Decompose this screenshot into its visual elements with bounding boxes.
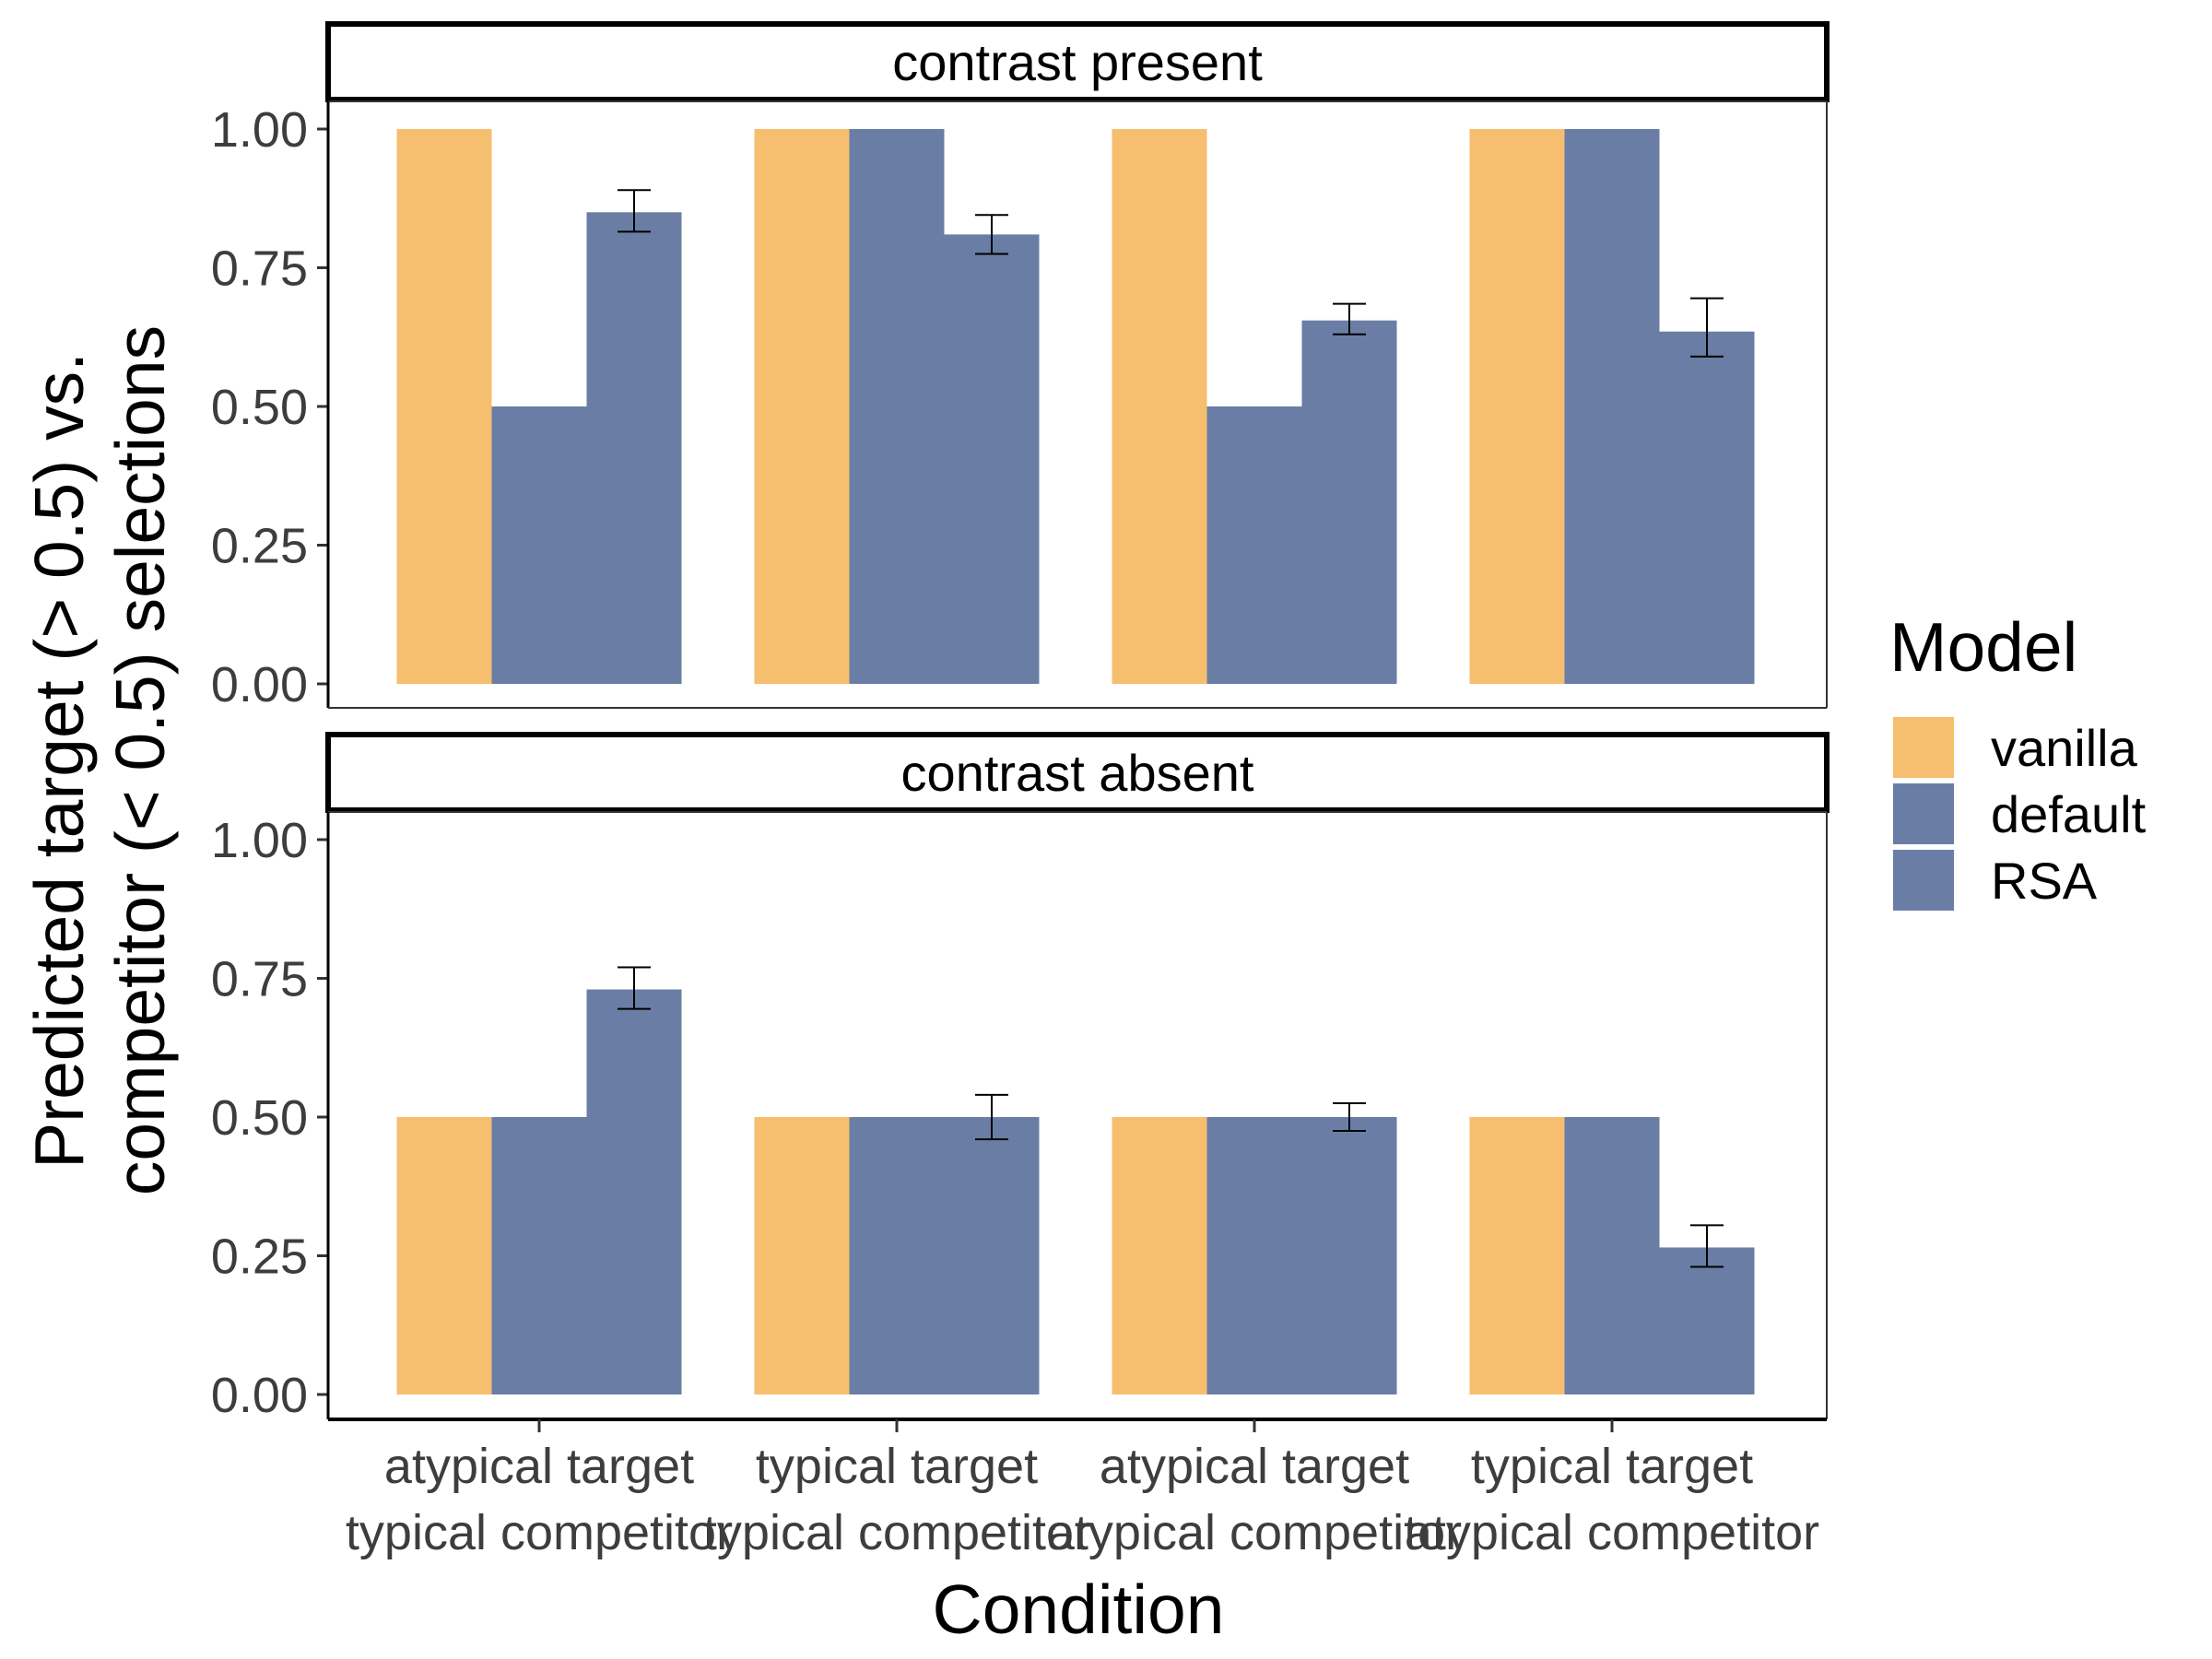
- facet-strip: [325, 21, 1830, 102]
- x-tick-label: typical target: [756, 1439, 1038, 1494]
- legend-key: [1893, 717, 1954, 778]
- bar-vanilla: [1112, 1117, 1207, 1394]
- y-axis-title-line: Predicted target (> 0.5) vs.: [20, 352, 98, 1169]
- bar-RSA: [1659, 1247, 1755, 1394]
- bar-RSA: [586, 989, 682, 1394]
- bar-vanilla: [754, 1117, 850, 1394]
- x-axis-title: Condition: [933, 1571, 1225, 1648]
- facet-strip: [325, 732, 1830, 813]
- legend-key: [1893, 783, 1954, 844]
- x-tick-label: typical competitor: [703, 1505, 1090, 1560]
- bar-default: [1206, 406, 1302, 684]
- bars: [396, 966, 1755, 1394]
- bar-RSA: [944, 1117, 1040, 1394]
- bar-vanilla: [1469, 1117, 1565, 1394]
- bar-default: [1564, 1117, 1660, 1394]
- bar-vanilla: [396, 1117, 492, 1394]
- y-tick-label: 0.75: [211, 241, 308, 297]
- x-tick-label: atypical competitor: [1047, 1505, 1462, 1560]
- y-tick-label: 0.00: [211, 1368, 308, 1423]
- bar-RSA: [586, 212, 682, 685]
- y-tick-label: 0.00: [211, 657, 308, 712]
- legend-entry: default: [1893, 783, 2147, 844]
- x-tick-label: typical target: [1471, 1439, 1753, 1494]
- y-axis-title-line: competitor (< 0.5) selections: [101, 325, 179, 1195]
- panel: contrast present 0.00 0.25 0.50 0.75 1.00: [211, 21, 1830, 712]
- y-tick-label: 0.25: [211, 519, 308, 574]
- bar-default: [849, 1117, 945, 1394]
- bar-default: [491, 1117, 587, 1394]
- y-tick-label: 1.00: [211, 102, 308, 158]
- x-tick-label: atypical target: [1100, 1439, 1409, 1494]
- facet-strip-label: contrast absent: [901, 744, 1254, 802]
- y-tick-label: 0.25: [211, 1230, 308, 1285]
- panel: contrast absent 0.00 0.25 0.50 0.75 1.00: [211, 732, 1830, 1423]
- x-tick-label: typical competitor: [346, 1505, 733, 1560]
- bar-RSA: [944, 234, 1040, 684]
- bars: [396, 129, 1755, 685]
- y-tick-label: 0.75: [211, 952, 308, 1007]
- bar-RSA: [1659, 331, 1755, 684]
- bar-RSA: [1301, 320, 1397, 684]
- y-tick-label: 1.00: [211, 813, 308, 868]
- legend-key: [1893, 850, 1954, 911]
- x-tick-label: atypical target: [384, 1439, 694, 1494]
- chart-panels: contrast present0.000.250.500.751.00cont…: [211, 21, 1830, 1423]
- bar-default: [1206, 1117, 1302, 1394]
- error-bar: [1690, 1224, 1724, 1268]
- bar-vanilla: [396, 129, 492, 684]
- error-bar: [1333, 1101, 1366, 1133]
- bar-vanilla: [1112, 129, 1207, 684]
- legend: Model vanilla default RSA: [1889, 608, 2147, 911]
- error-bar: [618, 966, 651, 1010]
- bar-vanilla: [754, 129, 850, 684]
- bar-default: [849, 129, 945, 684]
- legend-entry: vanilla: [1893, 717, 2138, 778]
- y-tick-label: 0.50: [211, 1090, 308, 1146]
- legend-entry: RSA: [1893, 850, 2098, 911]
- error-bar: [975, 214, 1008, 255]
- x-tick-label: atypical competitor: [1405, 1505, 1819, 1560]
- error-bar: [618, 189, 651, 233]
- legend-label: default: [1991, 785, 2147, 843]
- y-tick-label: 0.50: [211, 380, 308, 435]
- error-bar: [1690, 297, 1724, 358]
- bar-RSA: [1301, 1117, 1397, 1394]
- legend-title: Model: [1889, 608, 2077, 686]
- error-bar: [975, 1093, 1008, 1141]
- y-axis-title: Predicted target (> 0.5) vs. competitor (…: [20, 325, 179, 1195]
- legend-label: vanilla: [1991, 719, 2138, 777]
- legend-label: RSA: [1991, 852, 2098, 910]
- facet-strip-label: contrast present: [892, 33, 1263, 91]
- error-bar: [1333, 302, 1366, 335]
- bar-vanilla: [1469, 129, 1565, 684]
- bar-default: [491, 406, 587, 684]
- bar-default: [1564, 129, 1660, 684]
